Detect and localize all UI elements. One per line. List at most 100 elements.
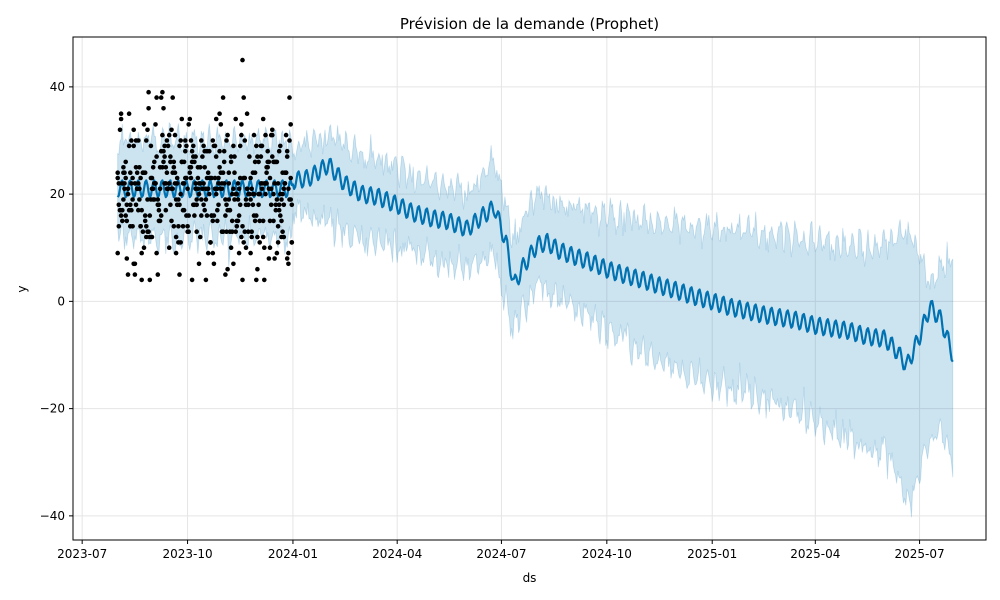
observed-point (211, 261, 217, 267)
observed-point (209, 175, 214, 181)
observed-point (236, 186, 242, 192)
observed-point (124, 256, 130, 261)
observed-point (272, 256, 277, 261)
x-tick-label: 2025-01 (687, 547, 737, 561)
observed-point (132, 261, 138, 267)
observed-point (241, 240, 246, 245)
observed-point (246, 202, 251, 208)
observed-point (195, 186, 201, 192)
observed-point (255, 154, 260, 159)
observed-point (252, 170, 258, 175)
observed-point (131, 143, 136, 149)
observed-point (126, 111, 132, 116)
observed-point (243, 197, 249, 202)
observed-point (148, 143, 154, 149)
observed-point (288, 175, 294, 181)
observed-point (163, 165, 169, 170)
observed-point (188, 165, 194, 170)
observed-point (265, 148, 271, 154)
observed-point (270, 132, 275, 138)
observed-point (139, 207, 144, 213)
observed-point (132, 181, 138, 186)
observed-point (231, 143, 236, 149)
observed-point (146, 89, 151, 95)
observed-point (176, 197, 181, 202)
observed-point (257, 218, 263, 224)
observed-point (157, 218, 163, 224)
observed-point (231, 261, 236, 267)
y-tick-label: 40 (50, 80, 65, 94)
observed-point (197, 234, 203, 240)
observed-point (248, 197, 253, 202)
observed-point (237, 202, 243, 208)
observed-point (116, 202, 122, 208)
observed-point (122, 186, 127, 192)
observed-point (242, 175, 248, 181)
observed-point (118, 213, 124, 218)
observed-point (270, 127, 275, 133)
observed-point (263, 191, 268, 197)
observed-point (165, 143, 171, 149)
observed-point (202, 165, 207, 170)
observed-point (271, 191, 276, 197)
observed-point (287, 138, 292, 143)
observed-point (252, 159, 258, 165)
observed-point (133, 165, 139, 170)
observed-point (248, 250, 253, 256)
observed-point (274, 197, 280, 202)
observed-point (286, 186, 291, 192)
observed-point (184, 143, 189, 149)
observed-point (129, 138, 134, 143)
observed-point (147, 277, 153, 283)
observed-point (235, 218, 241, 224)
observed-point (264, 181, 269, 186)
observed-point (232, 197, 237, 202)
x-axis-ticks: 2023-07 2023-10 2024-01 2024-04 2024-07 2024-… (57, 540, 945, 561)
observed-point (189, 277, 195, 283)
observed-point (223, 213, 228, 218)
observed-point (152, 197, 157, 202)
observed-point (174, 175, 180, 181)
observed-point (247, 154, 252, 159)
observed-point (150, 165, 156, 170)
observed-point (173, 234, 179, 240)
plot-frame (72, 36, 987, 541)
observed-point (176, 224, 181, 229)
observed-point (179, 116, 185, 122)
observed-point (178, 240, 183, 245)
observed-point (217, 165, 222, 170)
observed-point (169, 218, 174, 224)
observed-point (129, 207, 134, 213)
y-axis-label: y (15, 285, 29, 292)
observed-point (255, 234, 260, 240)
observed-point (213, 116, 219, 122)
observed-point (266, 159, 272, 165)
observed-point (241, 95, 246, 100)
observed-point (239, 234, 244, 240)
observed-point (124, 218, 130, 224)
observed-point (224, 229, 229, 234)
observed-point (260, 116, 266, 122)
observed-point (250, 202, 256, 208)
observed-point (229, 191, 235, 197)
observed-point (207, 148, 212, 154)
observed-point (266, 256, 272, 261)
observed-points (115, 57, 295, 283)
observed-point (130, 197, 135, 202)
observed-point (237, 175, 243, 181)
observed-point (160, 132, 165, 138)
observed-point (156, 207, 162, 213)
observed-point (186, 229, 191, 234)
observed-point (200, 154, 205, 159)
observed-point (115, 250, 120, 256)
observed-point (161, 148, 166, 154)
observed-point (259, 143, 265, 149)
observed-point (178, 138, 183, 143)
observed-point (161, 159, 166, 165)
observed-point (219, 186, 225, 192)
observed-point (283, 132, 289, 138)
observed-point (181, 207, 187, 213)
x-tick-label: 2024-01 (268, 547, 318, 561)
observed-point (154, 250, 159, 256)
observed-point (218, 122, 224, 127)
